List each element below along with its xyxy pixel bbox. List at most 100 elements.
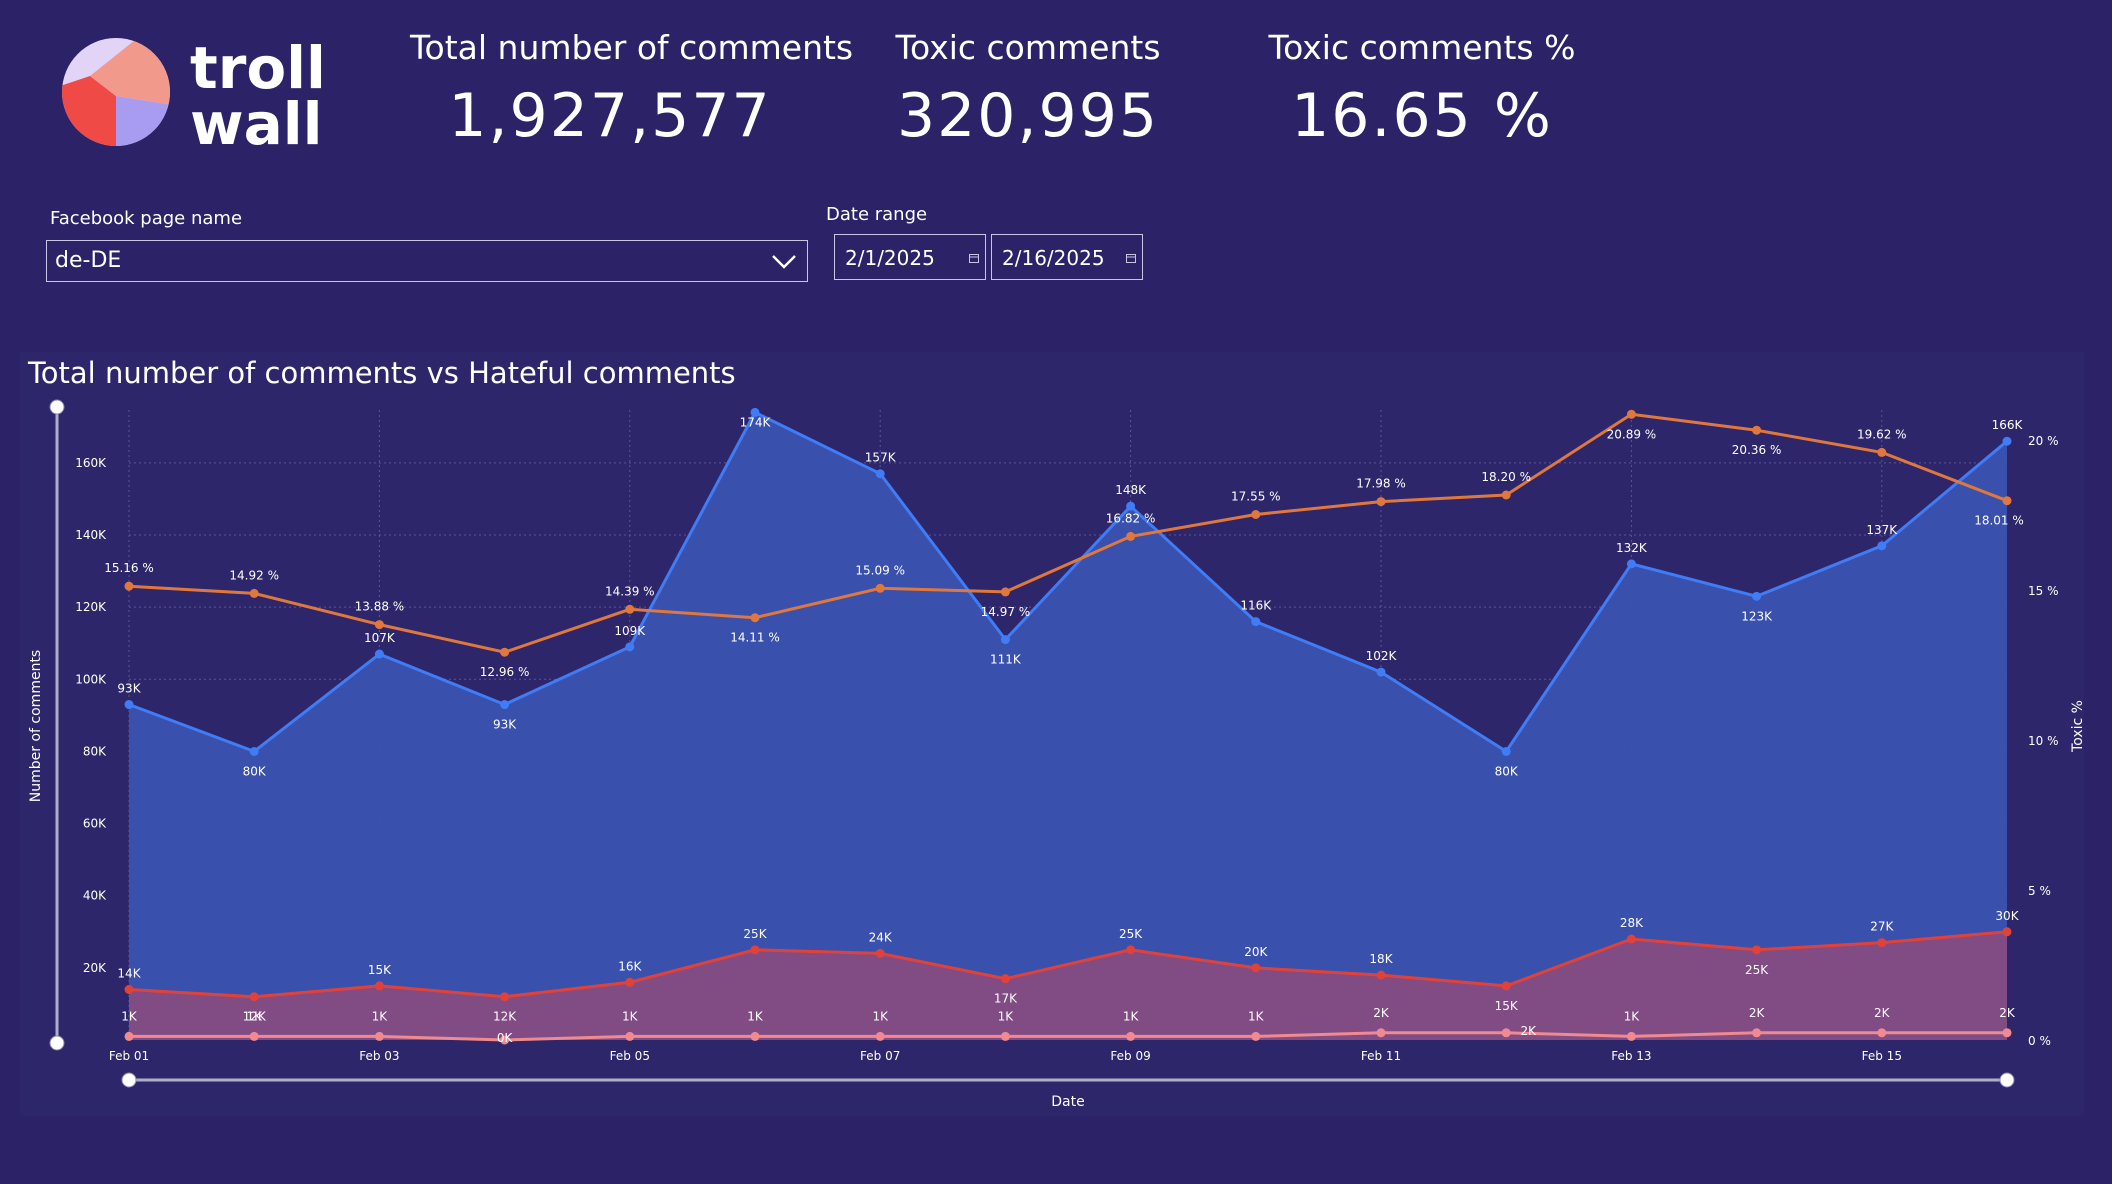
toxic-comments-line [128,930,2008,999]
hateful-comments-point [249,1031,259,1041]
toxic-percent-point [500,647,510,657]
hateful-comments-point [1501,1028,1511,1038]
toxic-percent-data-label: 15.16 % [104,561,154,575]
total-comments-point [1251,617,1261,627]
toxic-percent-point [1626,409,1636,419]
total-comments-data-label: 93K [493,718,517,732]
hateful-comments-point [625,1031,635,1041]
toxic-percent-data-label: 17.98 % [1356,477,1406,491]
x-tick-label: Feb 07 [860,1049,900,1063]
hateful-comments-point [875,1031,885,1041]
hateful-comments-point [1251,1031,1261,1041]
x-tick-label: Feb 13 [1611,1049,1651,1063]
y-tick-label: 120K [75,600,107,614]
kpi-label: Total number of comments [410,28,854,67]
hateful-comments-data-label: 2K [1749,1006,1766,1020]
total-comments-data-label: 80K [243,764,267,778]
toxic-comments-point [124,985,134,995]
toxic-comments-point [1752,945,1762,955]
x-tick-label: Feb 01 [109,1049,149,1063]
x-range-slider-handle-right[interactable] [1999,1072,2015,1088]
toxic-percent-data-label: 13.88 % [355,600,405,614]
chart-title: Total number of comments vs Hateful comm… [28,356,736,390]
y-tick-label: 80K [83,744,107,758]
total-comments-data-label: 116K [1240,599,1272,613]
date-start-input[interactable]: 2/1/2025 [834,234,986,280]
total-comments-data-label: 109K [614,624,646,638]
toxic-percent-data-label: 19.62 % [1857,427,1907,441]
logo-text-line2: wall [190,90,322,156]
kpi-label: Toxic comments % [1268,28,1576,67]
toxic-percent-point [750,613,760,623]
toxic-percent-point [1376,497,1386,507]
hateful-comments-data-label: 1K [1123,1009,1140,1023]
toxic-comments-data-label: 25K [743,927,767,941]
total-comments-point [374,649,384,659]
total-comments-point [124,700,134,710]
y-tick-label: 60K [83,817,107,831]
toxic-comments-point [1501,981,1511,991]
toxic-percent-data-label: 17.55 % [1231,490,1281,504]
y-tick-label: 20K [83,961,107,975]
y-range-slider-handle-top[interactable] [49,399,65,415]
logo-text-line1: troll [190,36,326,102]
toxic-percent-point [374,620,384,630]
hateful-comments-data-label: 2K [1874,1006,1891,1020]
toxic-comments-data-label: 20K [1244,945,1268,959]
hateful-comments-point [124,1031,134,1041]
total-comments-data-label: 174K [740,415,772,429]
toxic-comments-point [1376,970,1386,980]
hateful-comments-point [500,1035,510,1045]
toxic-comments-data-label: 30K [1995,909,2019,923]
y2-tick-label: 15 % [2028,584,2059,598]
toxic-comments-area [129,931,2007,1040]
toxic-comments-point [875,948,885,958]
calendar-icon[interactable] [1126,253,1136,263]
x-range-slider-handle-left[interactable] [121,1072,137,1088]
toxic-percent-point [1877,447,1887,457]
date-end-input[interactable]: 2/16/2025 [991,234,1143,280]
hateful-comments-data-label: 2K [1999,1006,2016,1020]
total-comments-data-label: 166K [1992,418,2024,432]
total-comments-point [1000,635,1010,645]
chevron-down-icon [772,255,796,269]
page-dropdown[interactable]: de-DE [46,240,808,282]
total-comments-point [1877,541,1887,551]
kpi-total-comments: Total number of comments 1,927,577 [410,28,854,151]
x-tick-label: Feb 05 [610,1049,650,1063]
toxic-comments-data-label: 12K [243,1010,267,1024]
hateful-comments-point [2002,1028,2012,1038]
hateful-comments-data-label: 1K [872,1009,889,1023]
total-comments-point [875,469,885,479]
toxic-comments-data-label: 25K [1119,927,1143,941]
toxic-comments-point [1126,945,1136,955]
total-comments-point [625,642,635,652]
hateful-comments-data-label: 1K [1248,1009,1265,1023]
toxic-percent-data-label: 14.11 % [730,631,780,645]
toxic-comments-data-label: 18K [1369,952,1393,966]
toxic-percent-data-label: 20.36 % [1732,443,1782,457]
total-comments-data-label: 148K [1115,483,1147,497]
toxic-comments-point [500,992,510,1002]
y2-tick-label: 10 % [2028,734,2059,748]
date-range-label: Date range [826,204,928,225]
toxic-comments-data-label: 24K [869,930,893,944]
toxic-percent-data-label: 15.09 % [855,563,905,577]
total-comments-data-label: 107K [364,631,396,645]
date-end-value: 2/16/2025 [1002,246,1105,270]
toxic-comments-point [1626,934,1636,944]
total-comments-data-label: 157K [865,451,897,465]
total-comments-area [129,412,2007,1040]
calendar-icon[interactable] [969,253,979,263]
kpi-value: 16.65 % [1291,81,1553,151]
toxic-percent-point [1126,531,1136,541]
kpi-toxic-percent: Toxic comments % 16.65 % [1262,28,1582,151]
y2-tick-label: 5 % [2028,884,2051,898]
toxic-comments-point [625,977,635,987]
y2-axis-title: Toxic % [2070,700,2086,753]
toxic-percent-data-label: 12.96 % [480,665,530,679]
hateful-comments-point [1376,1028,1386,1038]
y-range-slider-handle-bottom[interactable] [49,1035,65,1051]
total-comments-point [249,746,259,756]
